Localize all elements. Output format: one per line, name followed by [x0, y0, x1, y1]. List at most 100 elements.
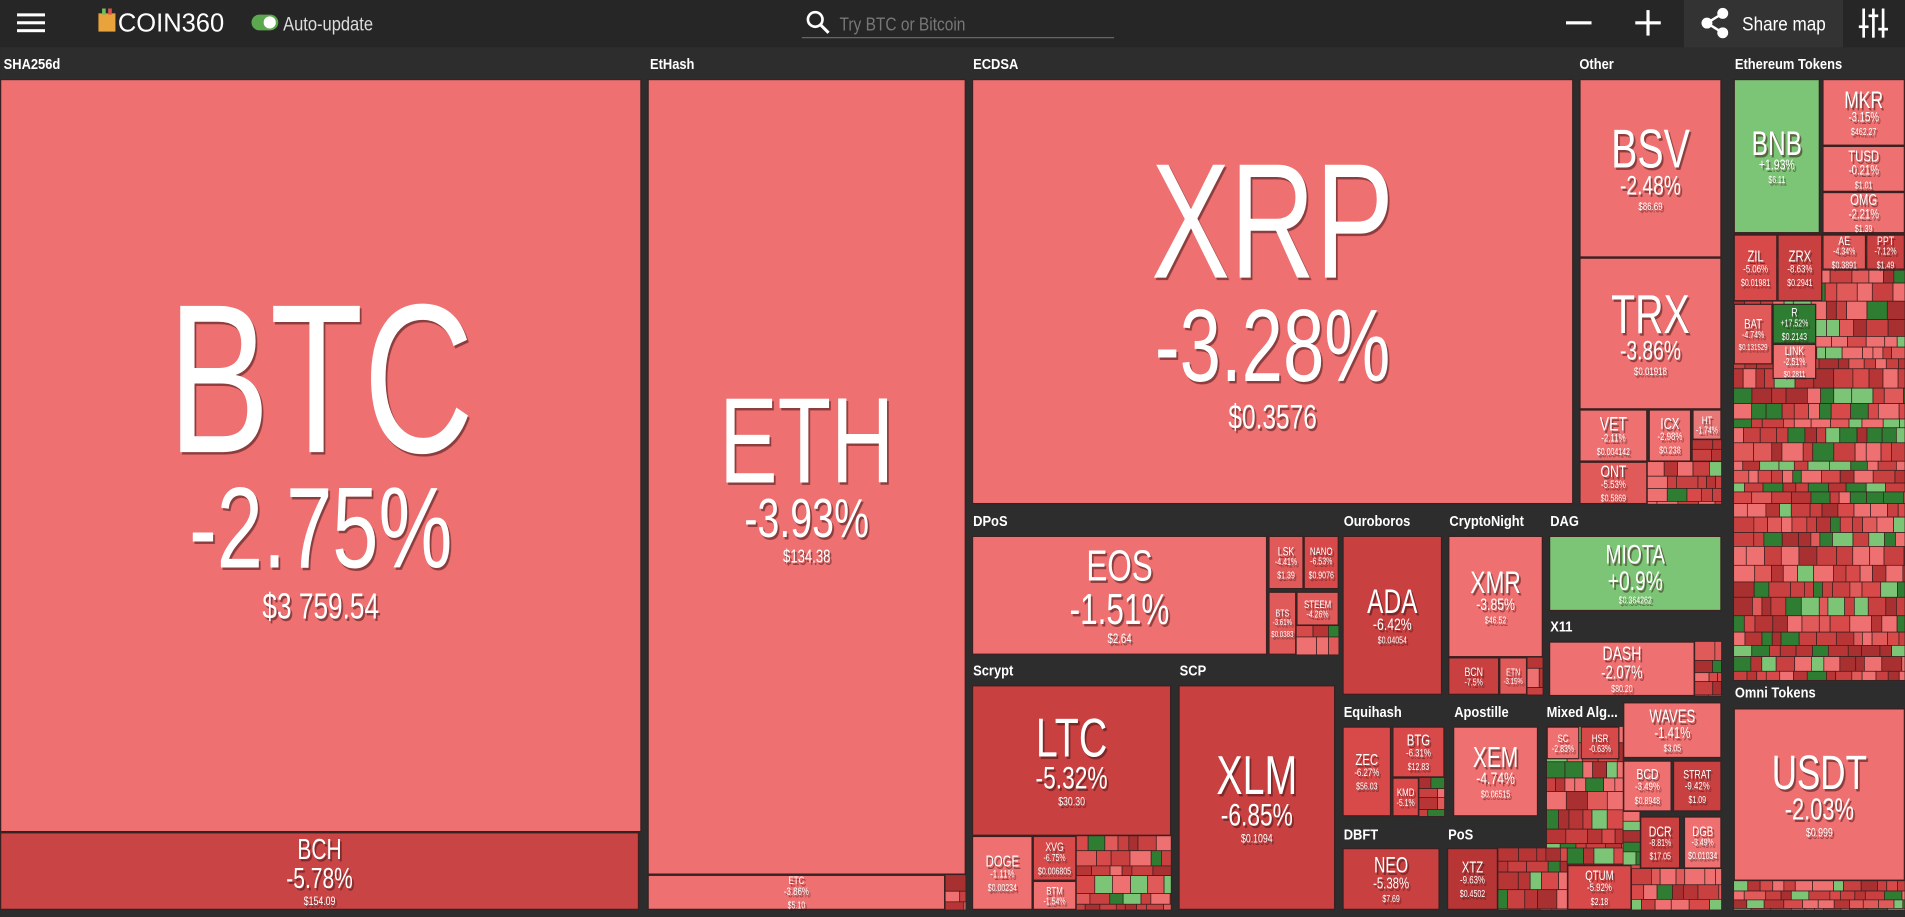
- mini-tile[interactable]: [1779, 503, 1792, 518]
- coin-tile[interactable]: MIOTA+0.9%$0.364262: [1549, 535, 1722, 612]
- mini-tile[interactable]: [1840, 908, 1850, 911]
- mini-tile[interactable]: [1851, 269, 1870, 284]
- mini-tile[interactable]: [1806, 670, 1827, 681]
- mini-tile[interactable]: [1714, 501, 1722, 505]
- mini-tile[interactable]: [1751, 418, 1763, 429]
- coin-tile[interactable]: LTC-5.32%$30.30: [971, 685, 1172, 836]
- mini-tile[interactable]: [1790, 581, 1805, 598]
- mini-tile[interactable]: [1076, 835, 1089, 852]
- mini-tile[interactable]: [1539, 908, 1553, 911]
- mini-tile[interactable]: [1076, 850, 1097, 867]
- mini-tile[interactable]: [1845, 482, 1867, 493]
- mini-tile[interactable]: [1798, 631, 1817, 646]
- mini-tile[interactable]: [1076, 893, 1091, 905]
- mini-tile[interactable]: [959, 890, 967, 903]
- mini-tile[interactable]: [1866, 300, 1888, 320]
- mini-tile[interactable]: [1742, 368, 1757, 389]
- mini-tile[interactable]: [1718, 884, 1722, 900]
- mini-tile[interactable]: [1771, 564, 1784, 583]
- mini-tile[interactable]: [1694, 660, 1713, 674]
- mini-tile[interactable]: [1146, 903, 1164, 911]
- mini-tile[interactable]: [1128, 835, 1139, 852]
- mini-tile[interactable]: [1770, 908, 1792, 911]
- logo[interactable]: COIN360: [118, 10, 224, 38]
- coin-tile[interactable]: DASH-2.07%$80.20: [1549, 641, 1695, 697]
- mini-tile[interactable]: [1898, 403, 1905, 420]
- mini-tile[interactable]: [1076, 903, 1086, 911]
- mini-tile[interactable]: [1882, 368, 1899, 389]
- mini-tile[interactable]: [1806, 516, 1817, 533]
- mini-tile[interactable]: [1887, 503, 1899, 518]
- mini-tile[interactable]: [1603, 777, 1616, 792]
- auto-update-toggle[interactable]: [251, 14, 279, 31]
- coin-tile[interactable]: BTS-3.61% $0.0383: [1268, 591, 1297, 655]
- mini-tile[interactable]: [1895, 460, 1905, 471]
- mini-tile[interactable]: [1733, 645, 1753, 657]
- mini-tile[interactable]: [1565, 791, 1588, 811]
- mini-tile[interactable]: [1871, 615, 1883, 633]
- mini-tile[interactable]: [1091, 865, 1111, 877]
- mini-tile[interactable]: [1522, 908, 1541, 911]
- mini-tile[interactable]: [1872, 387, 1885, 404]
- mini-tile[interactable]: [1866, 908, 1888, 911]
- mini-tile[interactable]: [1807, 387, 1822, 404]
- mini-tile[interactable]: [1733, 387, 1753, 404]
- mini-tile[interactable]: [1795, 482, 1809, 493]
- coin-tile[interactable]: TUSD-0.21%$1.01: [1822, 145, 1905, 192]
- mini-tile[interactable]: [1099, 903, 1117, 911]
- mini-tile[interactable]: [1751, 645, 1770, 657]
- coin-tile[interactable]: DGB-3.49% $0.01034: [1683, 816, 1722, 869]
- mini-tile[interactable]: [1830, 403, 1852, 420]
- mini-tile[interactable]: [1692, 460, 1704, 463]
- coin-tile[interactable]: AE-4.34% $0.3891: [1822, 234, 1867, 271]
- coin-tile[interactable]: OMG-2.21%$1.39: [1822, 191, 1905, 234]
- mini-tile[interactable]: [1818, 615, 1831, 633]
- mini-tile[interactable]: [1663, 461, 1678, 477]
- mini-tile[interactable]: [1733, 532, 1755, 547]
- coin-tile[interactable]: NANO-6.53% $0.9076: [1303, 535, 1339, 590]
- mini-tile[interactable]: [1622, 811, 1641, 822]
- mini-tile[interactable]: [1897, 880, 1905, 892]
- mini-tile[interactable]: [1656, 501, 1679, 505]
- mini-tile[interactable]: [1865, 442, 1882, 462]
- coin-tile[interactable]: BTC-2.75%$3 759.54: [0, 78, 642, 833]
- coin-tile[interactable]: HSR-0.63%: [1580, 726, 1620, 760]
- mini-tile[interactable]: [1759, 880, 1774, 892]
- coin-tile[interactable]: BTM-1.54%: [1032, 880, 1077, 910]
- mini-tile[interactable]: [1833, 387, 1853, 404]
- mini-tile[interactable]: [1807, 482, 1829, 493]
- mini-tile[interactable]: [1862, 346, 1874, 360]
- mini-tile[interactable]: [1117, 835, 1130, 852]
- mini-tile[interactable]: [1606, 761, 1618, 779]
- mini-tile[interactable]: [1893, 899, 1904, 909]
- mini-tile[interactable]: [1541, 871, 1559, 891]
- mini-tile[interactable]: [1155, 835, 1172, 852]
- coin-tile[interactable]: BTG-6.31%$12.83: [1392, 726, 1445, 778]
- coin-tile[interactable]: BAT-4.74% $0.131529: [1733, 303, 1773, 365]
- mini-tile[interactable]: [1709, 461, 1722, 477]
- mini-tile[interactable]: [1877, 880, 1888, 892]
- mini-tile[interactable]: [1886, 880, 1898, 892]
- mini-tile[interactable]: [1771, 469, 1783, 484]
- mini-tile[interactable]: [1832, 581, 1851, 598]
- mini-tile[interactable]: [1115, 903, 1126, 911]
- coin-tile[interactable]: XTZ-9.63%$0.4502: [1446, 847, 1498, 910]
- coin-tile[interactable]: ZRX-8.63%$0.2941: [1777, 234, 1823, 302]
- mini-tile[interactable]: [1631, 899, 1642, 911]
- share-icon[interactable]: [1701, 7, 1729, 39]
- mini-tile[interactable]: [1841, 346, 1863, 360]
- mini-tile[interactable]: [1703, 460, 1722, 463]
- mini-tile[interactable]: [1808, 890, 1831, 901]
- mini-tile[interactable]: [1538, 667, 1544, 688]
- mini-tile[interactable]: [1733, 908, 1752, 911]
- mini-tile[interactable]: [1497, 889, 1508, 910]
- mini-tile[interactable]: [1804, 908, 1815, 911]
- mini-tile[interactable]: [1686, 488, 1702, 502]
- mini-tile[interactable]: [1765, 403, 1783, 420]
- mini-tile[interactable]: [1893, 516, 1905, 533]
- mini-tile[interactable]: [1862, 516, 1878, 533]
- mini-tile[interactable]: [1688, 899, 1710, 911]
- mini-tile[interactable]: [1517, 871, 1531, 891]
- mini-tile[interactable]: [1813, 368, 1835, 389]
- mini-tile[interactable]: [1714, 641, 1722, 661]
